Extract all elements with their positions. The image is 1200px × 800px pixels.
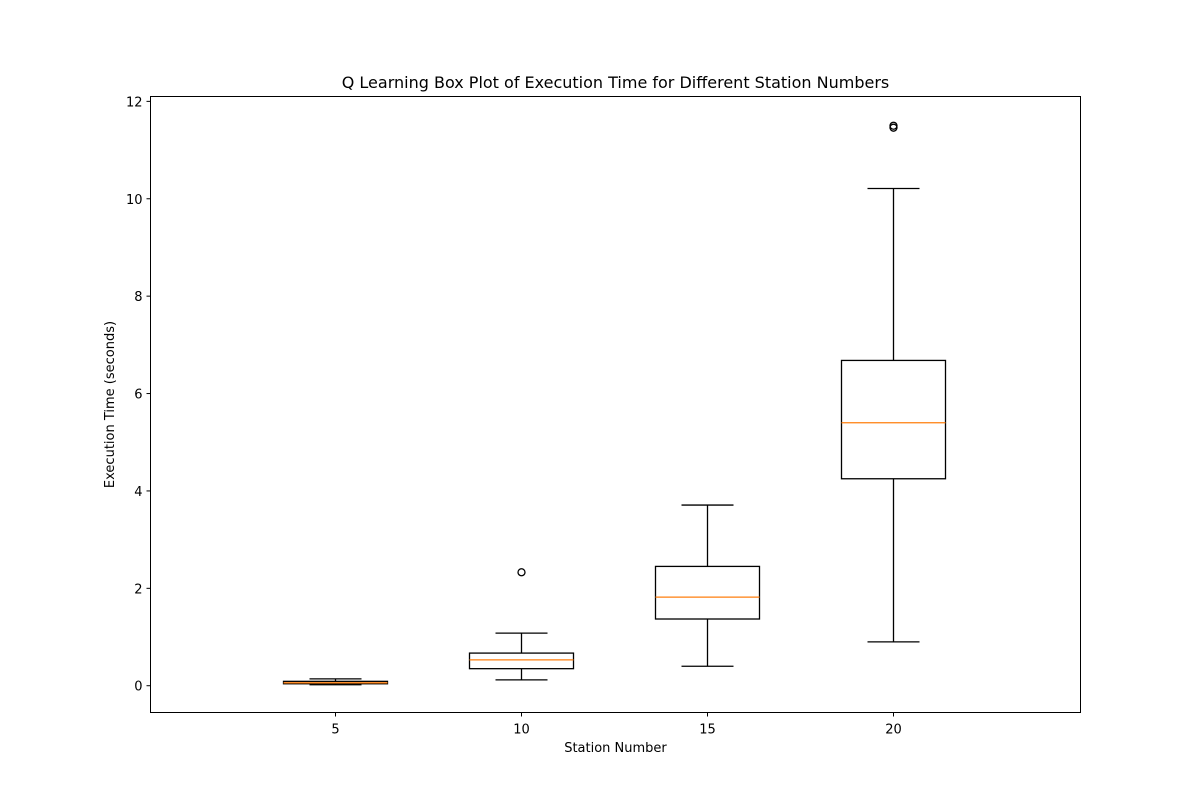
outlier-point bbox=[889, 121, 898, 130]
iqr-box bbox=[468, 652, 575, 670]
y-tick-label: 6 bbox=[134, 388, 142, 403]
box-group-15 bbox=[654, 504, 761, 667]
box-group-20 bbox=[840, 121, 947, 643]
y-tick-label: 10 bbox=[126, 193, 143, 208]
outlier-point bbox=[517, 568, 526, 577]
plot-frame bbox=[150, 96, 1081, 713]
x-tick-label: 5 bbox=[331, 723, 339, 738]
y-axis-label: Execution Time (seconds) bbox=[103, 321, 118, 488]
y-tick-label: 4 bbox=[134, 485, 142, 500]
x-tick-label: 20 bbox=[885, 723, 902, 738]
chart-title: Q Learning Box Plot of Execution Time fo… bbox=[342, 73, 890, 92]
x-axis-label: Station Number bbox=[564, 741, 667, 756]
y-tick-label: 2 bbox=[134, 582, 142, 597]
iqr-box bbox=[654, 565, 761, 620]
box-group-5 bbox=[282, 678, 389, 686]
iqr-box bbox=[840, 359, 947, 480]
y-axis-ticks: 0 2 4 6 8 10 12 bbox=[126, 95, 151, 695]
y-tick-label: 0 bbox=[134, 680, 142, 695]
y-tick-label: 8 bbox=[134, 290, 142, 305]
x-tick-label: 10 bbox=[513, 723, 530, 738]
plot-area bbox=[282, 121, 947, 686]
box-group-10 bbox=[468, 568, 575, 681]
x-tick-label: 15 bbox=[699, 723, 716, 738]
y-tick-label: 12 bbox=[126, 95, 143, 110]
x-axis-ticks: 5 10 15 20 bbox=[331, 712, 902, 738]
